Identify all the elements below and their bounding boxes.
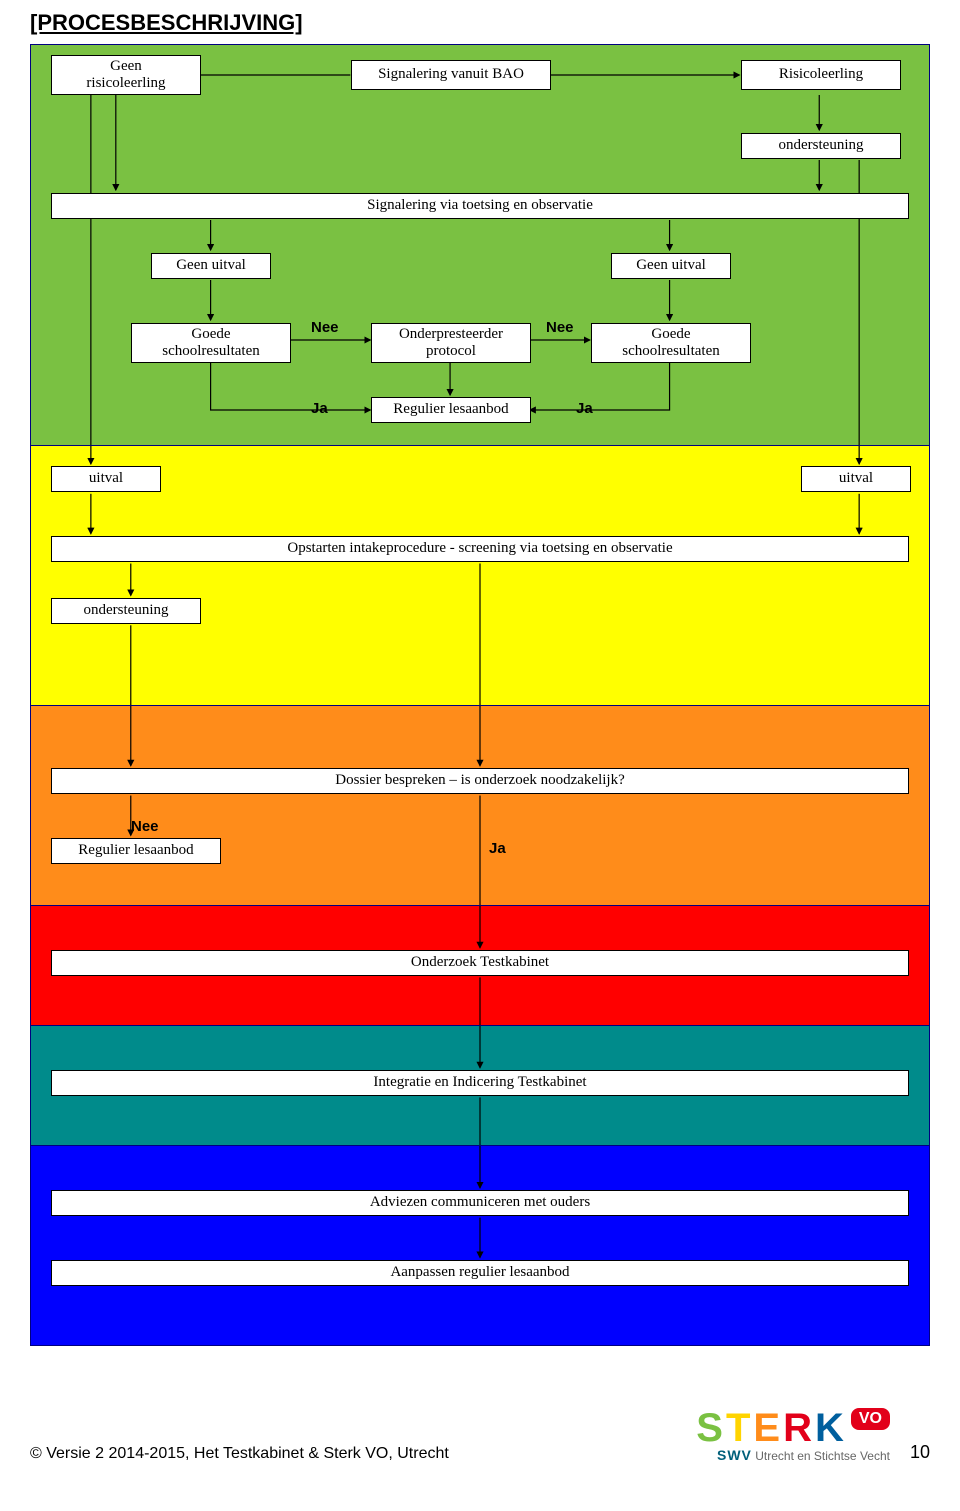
node-geen-uitval-r: Geen uitval [611, 253, 731, 279]
node-dossier: Dossier bespreken – is onderzoek noodzak… [51, 768, 909, 794]
flow-diagram: onderpresteerder --> goede R --> Geenris… [30, 44, 930, 1346]
node-signalering-bao: Signalering vanuit BAO [351, 60, 551, 90]
page-title: [PROCESBESCHRIJVING] [30, 10, 930, 36]
logo-vo-badge: VO [851, 1408, 890, 1430]
node-onderzoek: Onderzoek Testkabinet [51, 950, 909, 976]
label-ja-3: Ja [489, 840, 506, 857]
node-geen-uitval-l: Geen uitval [151, 253, 271, 279]
page-number: 10 [910, 1442, 930, 1463]
node-opstarten: Opstarten intakeprocedure - screening vi… [51, 536, 909, 562]
band-yellow: uitval uitval Opstarten intakeprocedure … [31, 445, 929, 705]
node-ondersteuning-y: ondersteuning [51, 598, 201, 624]
footer: © Versie 2 2014-2015, Het Testkabinet & … [30, 1406, 930, 1463]
label-ja-1: Ja [311, 400, 328, 417]
logo: STERK VO SWV Utrecht en Stichtse Vecht [696, 1406, 890, 1463]
node-goede-school-l: Goedeschoolresultaten [131, 323, 291, 363]
node-goede-school-r: Goedeschoolresultaten [591, 323, 751, 363]
band-teal: Integratie en Indicering Testkabinet [31, 1025, 929, 1145]
label-nee-3: Nee [131, 818, 159, 835]
node-uitval-l: uitval [51, 466, 161, 492]
node-uitval-r: uitval [801, 466, 911, 492]
node-regulier-lesaanbod-2: Regulier lesaanbod [51, 838, 221, 864]
node-risicoleerling: Risicoleerling [741, 60, 901, 90]
logo-swv: SWV Utrecht en Stichtse Vecht [717, 1447, 890, 1463]
node-onderpresteerder: Onderpresteerderprotocol [371, 323, 531, 363]
node-aanpassen: Aanpassen regulier lesaanbod [51, 1260, 909, 1286]
band-orange: Dossier bespreken – is onderzoek noodzak… [31, 705, 929, 905]
node-geen-risicoleerling: Geenrisicoleerling [51, 55, 201, 95]
band-red: Onderzoek Testkabinet [31, 905, 929, 1025]
footer-copyright: © Versie 2 2014-2015, Het Testkabinet & … [30, 1445, 449, 1463]
logo-sterk: STERK [696, 1406, 847, 1451]
node-regulier-lesaanbod: Regulier lesaanbod [371, 397, 531, 423]
band-blue: Adviezen communiceren met ouders Aanpass… [31, 1145, 929, 1345]
band-green: onderpresteerder --> goede R --> Geenris… [31, 45, 929, 445]
node-adviezen: Adviezen communiceren met ouders [51, 1190, 909, 1216]
node-signalering-toetsing: Signalering via toetsing en observatie [51, 193, 909, 219]
node-ondersteuning-top: ondersteuning [741, 133, 901, 159]
label-nee-2: Nee [546, 319, 574, 336]
node-integratie: Integratie en Indicering Testkabinet [51, 1070, 909, 1096]
label-nee-1: Nee [311, 319, 339, 336]
label-ja-2: Ja [576, 400, 593, 417]
